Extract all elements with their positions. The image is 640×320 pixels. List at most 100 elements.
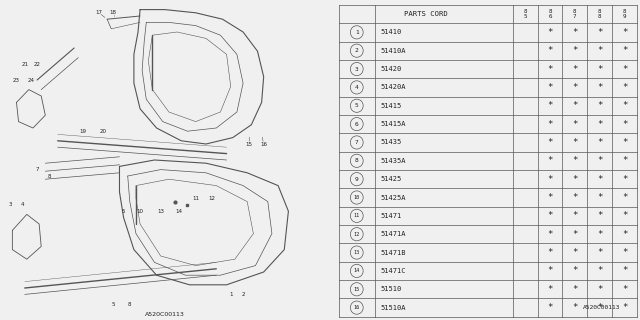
Text: 14: 14 <box>354 268 360 273</box>
Text: 11: 11 <box>354 213 360 218</box>
Text: 9: 9 <box>355 177 358 182</box>
Text: *: * <box>622 138 627 147</box>
Text: 5: 5 <box>355 103 358 108</box>
Text: *: * <box>622 285 627 294</box>
Text: *: * <box>572 211 577 220</box>
Text: 5: 5 <box>111 301 115 307</box>
Text: 51471: 51471 <box>381 213 402 219</box>
Text: *: * <box>597 46 602 55</box>
Text: 51410A: 51410A <box>381 48 406 54</box>
Text: 2: 2 <box>241 292 245 297</box>
Text: *: * <box>572 285 577 294</box>
Text: *: * <box>547 120 553 129</box>
Text: 18: 18 <box>110 10 116 15</box>
Text: *: * <box>572 156 577 165</box>
Text: *: * <box>622 46 627 55</box>
Text: *: * <box>597 83 602 92</box>
Text: *: * <box>597 248 602 257</box>
Text: 5: 5 <box>122 209 125 214</box>
Text: *: * <box>597 303 602 312</box>
Text: 17: 17 <box>95 10 102 15</box>
Text: *: * <box>547 101 553 110</box>
Text: *: * <box>622 248 627 257</box>
Text: 15: 15 <box>354 287 360 292</box>
Text: 51425: 51425 <box>381 176 402 182</box>
Text: *: * <box>597 285 602 294</box>
Text: 12: 12 <box>354 232 360 237</box>
Text: *: * <box>597 230 602 239</box>
Text: *: * <box>572 175 577 184</box>
Text: *: * <box>597 175 602 184</box>
Text: *: * <box>572 303 577 312</box>
Text: *: * <box>547 28 553 37</box>
Text: *: * <box>597 267 602 276</box>
Text: 3: 3 <box>355 67 358 72</box>
Text: *: * <box>572 267 577 276</box>
Text: *: * <box>547 83 553 92</box>
Text: A520C00113: A520C00113 <box>583 305 621 310</box>
Text: *: * <box>622 156 627 165</box>
Text: 7: 7 <box>355 140 358 145</box>
Text: *: * <box>547 285 553 294</box>
Text: 51471B: 51471B <box>381 250 406 256</box>
Text: *: * <box>547 211 553 220</box>
Text: A520C00113: A520C00113 <box>145 312 185 317</box>
Text: *: * <box>572 28 577 37</box>
Text: *: * <box>597 211 602 220</box>
Text: *: * <box>597 28 602 37</box>
Text: *: * <box>547 46 553 55</box>
Text: *: * <box>572 138 577 147</box>
Text: *: * <box>547 230 553 239</box>
Text: *: * <box>572 46 577 55</box>
Text: *: * <box>547 267 553 276</box>
Text: 20: 20 <box>99 129 106 134</box>
Text: *: * <box>622 101 627 110</box>
Text: 51435A: 51435A <box>381 158 406 164</box>
Text: 4: 4 <box>21 202 24 207</box>
Text: 51471A: 51471A <box>381 231 406 237</box>
Text: 8
9: 8 9 <box>623 9 626 19</box>
Text: 16: 16 <box>260 141 267 147</box>
Text: *: * <box>547 156 553 165</box>
Text: 51435: 51435 <box>381 140 402 146</box>
Text: *: * <box>547 248 553 257</box>
Text: *: * <box>622 28 627 37</box>
Text: *: * <box>572 83 577 92</box>
Text: *: * <box>572 193 577 202</box>
Text: *: * <box>597 101 602 110</box>
Text: 51420A: 51420A <box>381 84 406 90</box>
Text: *: * <box>597 120 602 129</box>
Text: 8
7: 8 7 <box>573 9 577 19</box>
Text: 7: 7 <box>35 167 39 172</box>
Text: 51420: 51420 <box>381 66 402 72</box>
Text: *: * <box>547 175 553 184</box>
Text: 8: 8 <box>128 301 132 307</box>
Text: 11: 11 <box>192 196 199 201</box>
Text: 8
6: 8 6 <box>548 9 552 19</box>
Text: 16: 16 <box>354 305 360 310</box>
Text: 1: 1 <box>229 292 232 297</box>
Text: 3: 3 <box>8 202 12 207</box>
Text: *: * <box>597 193 602 202</box>
Text: *: * <box>547 193 553 202</box>
Text: 6: 6 <box>355 122 358 127</box>
Text: *: * <box>622 120 627 129</box>
Text: 51410: 51410 <box>381 29 402 35</box>
Text: *: * <box>597 138 602 147</box>
Text: 24: 24 <box>28 77 35 83</box>
Text: *: * <box>622 267 627 276</box>
Text: 12: 12 <box>209 196 216 201</box>
Text: *: * <box>547 65 553 74</box>
Text: 51471C: 51471C <box>381 268 406 274</box>
Text: *: * <box>622 230 627 239</box>
Text: 10: 10 <box>354 195 360 200</box>
Text: *: * <box>572 248 577 257</box>
Text: *: * <box>572 230 577 239</box>
Text: 13: 13 <box>354 250 360 255</box>
Text: *: * <box>572 101 577 110</box>
Text: *: * <box>622 83 627 92</box>
Text: 8
8: 8 8 <box>598 9 602 19</box>
Text: 14: 14 <box>176 209 183 214</box>
Text: *: * <box>597 156 602 165</box>
Text: *: * <box>622 65 627 74</box>
